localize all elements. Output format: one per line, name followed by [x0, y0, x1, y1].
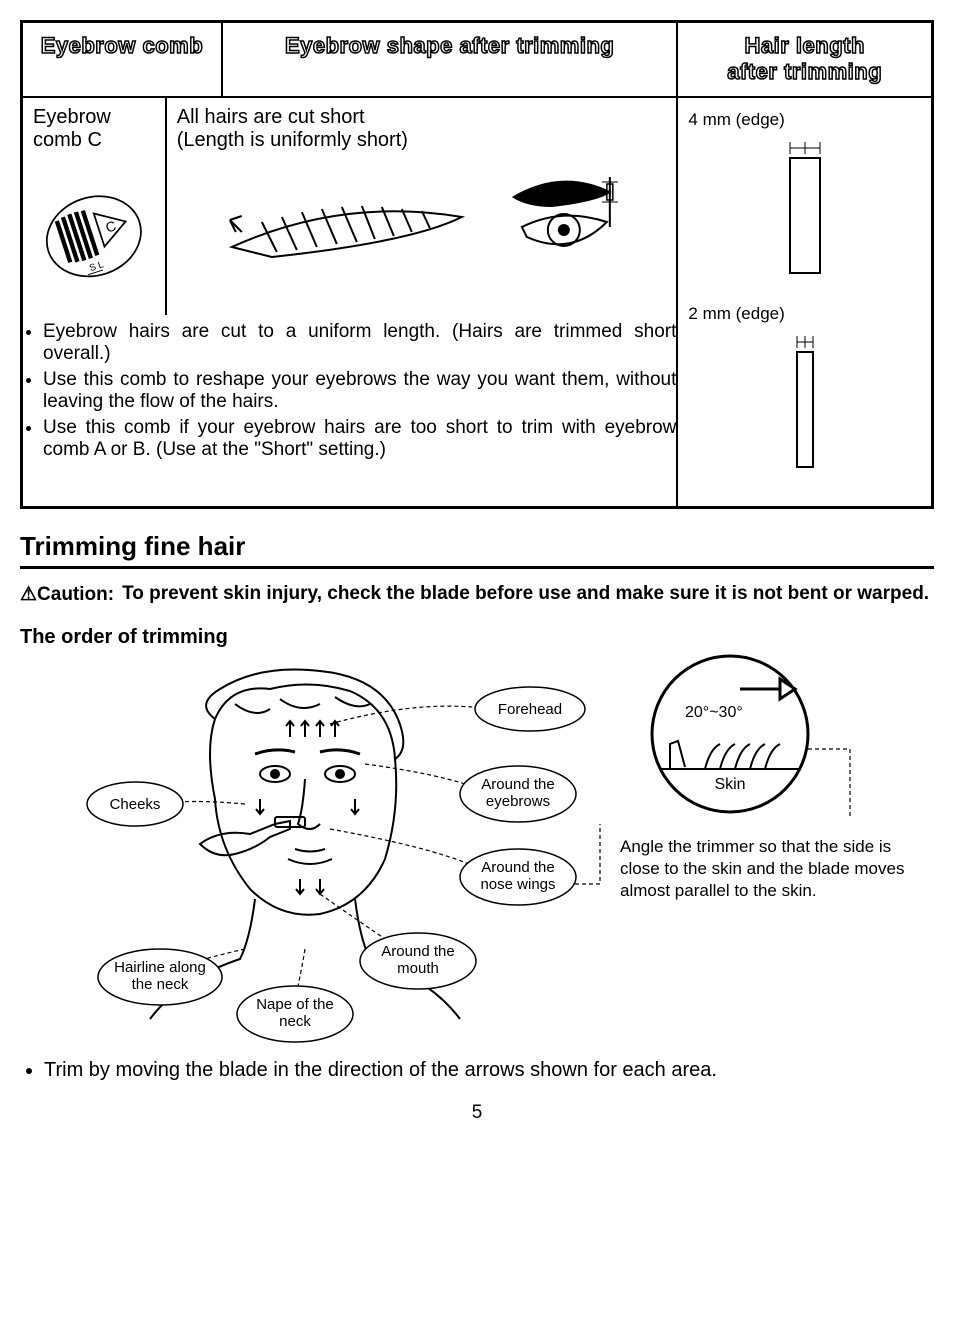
angle-diagram: 20°~30° Skin [620, 649, 880, 819]
svg-text:C: C [104, 217, 118, 235]
label-mouth-l1: Around the [381, 943, 454, 960]
header-col2: Eyebrow shape after trimming [285, 33, 614, 58]
label-forehead: Forehead [498, 701, 562, 718]
label-hairline-l1: Hairline along [114, 959, 206, 976]
label-hairline-l2: the neck [132, 976, 189, 993]
caution-text: To prevent skin injury, check the blade … [122, 583, 929, 606]
caution-block: ⚠Caution: To prevent skin injury, check … [20, 583, 934, 606]
label-cheeks: Cheeks [110, 796, 161, 813]
shape-desc-l2: (Length is uniformly short) [177, 129, 667, 152]
face-trimming-diagram: Forehead Cheeks Around the eyebrows Arou… [20, 649, 610, 1049]
label-eyebrows-l1: Around the [481, 776, 554, 793]
bottom-bullet-list: Trim by moving the blade in the directio… [20, 1059, 934, 1082]
label-eyebrows-l2: eyebrows [486, 793, 550, 810]
length-2mm-label: 2 mm (edge) [688, 304, 921, 324]
caution-label: ⚠Caution: [20, 583, 114, 606]
bar-2mm [760, 330, 850, 480]
length-4mm-label: 4 mm (edge) [688, 110, 921, 130]
bottom-bullet: Trim by moving the blade in the directio… [44, 1059, 934, 1082]
header-col1: Eyebrow comb [41, 33, 203, 58]
section-heading: Trimming fine hair [20, 531, 934, 569]
comb-name: Eyebrow comb C [33, 106, 155, 152]
bullet-3: Use this comb if your eyebrow hairs are … [43, 417, 676, 461]
eyebrow-comb-table: Eyebrow comb Eyebrow shape after trimmin… [20, 20, 934, 509]
label-nose-l1: Around the [481, 859, 554, 876]
skin-label: Skin [714, 776, 745, 793]
comb-bullets: Eyebrow hairs are cut to a uniform lengt… [23, 321, 676, 461]
label-nape-l1: Nape of the [256, 996, 334, 1013]
eyebrow-shape-illustration [177, 162, 667, 302]
label-nape-l2: neck [279, 1013, 311, 1030]
bullet-1: Eyebrow hairs are cut to a uniform lengt… [43, 321, 676, 365]
angle-note: Angle the trimmer so that the side is cl… [620, 836, 934, 902]
label-nose-l2: nose wings [480, 876, 555, 893]
shape-desc-l1: All hairs are cut short [177, 106, 667, 129]
order-heading: The order of trimming [20, 626, 934, 649]
angle-range: 20°~30° [685, 704, 743, 721]
bar-4mm [760, 136, 850, 286]
header-col3-l2: after trimming [727, 59, 882, 84]
comb-c-illustration: C S L [33, 162, 155, 302]
header-col3-l1: Hair length [745, 33, 865, 58]
bullet-2: Use this comb to reshape your eyebrows t… [43, 369, 676, 413]
page-number: 5 [20, 1102, 934, 1124]
label-mouth-l2: mouth [397, 960, 439, 977]
